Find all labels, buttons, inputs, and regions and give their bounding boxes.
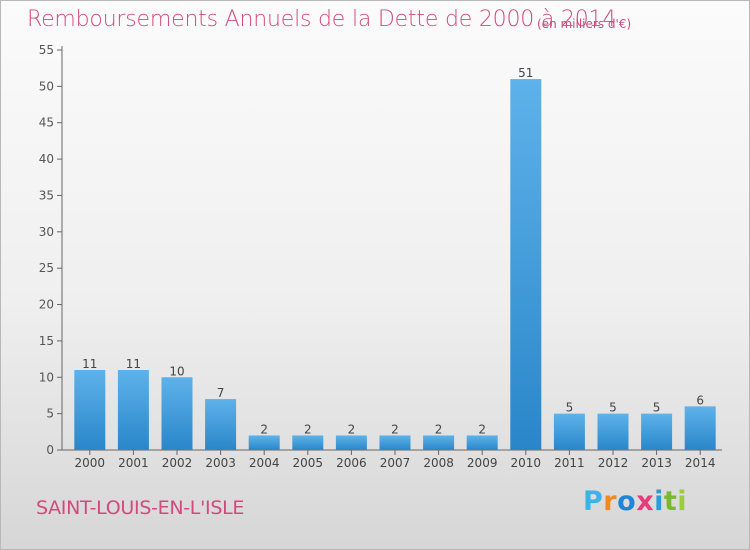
bar — [553, 413, 585, 450]
y-tick-label: 0 — [46, 443, 54, 457]
chart-subtitle: (en milliers d'€) — [537, 17, 632, 31]
logo-letter: P — [583, 486, 604, 517]
chart-bars — [74, 79, 716, 450]
data-label: 2 — [304, 422, 312, 436]
x-tick-label: 2000 — [75, 456, 106, 470]
bar — [292, 435, 324, 450]
data-label: 2 — [478, 422, 486, 436]
x-tick-label: 2005 — [293, 456, 324, 470]
bar — [684, 406, 716, 450]
bar — [641, 413, 673, 450]
x-tick-label: 2013 — [641, 456, 672, 470]
data-label: 5 — [609, 401, 617, 415]
logo-letter: x — [636, 486, 655, 517]
data-label: 6 — [696, 393, 704, 407]
x-tick-label: 2012 — [598, 456, 629, 470]
bar — [117, 370, 149, 450]
bar — [248, 435, 280, 450]
x-tick-label: 2014 — [685, 456, 716, 470]
data-label: 5 — [653, 401, 661, 415]
data-label: 11 — [126, 357, 141, 371]
y-tick-label: 20 — [39, 298, 54, 312]
y-tick-label: 55 — [39, 43, 54, 57]
data-label: 51 — [518, 66, 533, 80]
y-tick-label: 40 — [39, 152, 54, 166]
data-label: 2 — [391, 422, 399, 436]
bar — [74, 370, 106, 450]
bar — [597, 413, 629, 450]
y-tick-label: 35 — [39, 188, 54, 202]
bar — [335, 435, 367, 450]
bar — [510, 79, 542, 450]
data-label: 11 — [82, 357, 97, 371]
chart-labels: 2000 11 2001 11 2002 10 2003 7 2004 2 2005 2 2006 2 20… — [75, 66, 716, 470]
x-tick-label: 2001 — [118, 456, 149, 470]
y-tick-label: 30 — [39, 225, 54, 239]
bar — [205, 399, 237, 450]
bar — [423, 435, 455, 450]
x-tick-label: 2002 — [162, 456, 193, 470]
logo-letter: o — [617, 486, 637, 517]
y-tick-label: 45 — [39, 116, 54, 130]
x-tick-label: 2003 — [205, 456, 236, 470]
location-name: SAINT-LOUIS-EN-L'ISLE — [36, 497, 245, 519]
logo-letter: t — [663, 486, 678, 517]
y-tick-label: 25 — [39, 261, 54, 275]
y-tick-label: 50 — [39, 79, 54, 93]
data-label: 7 — [217, 386, 225, 400]
logo-letter: r — [603, 486, 618, 517]
data-label: 10 — [169, 364, 184, 378]
y-tick-label: 15 — [39, 334, 54, 348]
x-tick-label: 2011 — [554, 456, 585, 470]
bar — [379, 435, 411, 450]
chart-title: Remboursements Annuels de la Dette de 20… — [27, 7, 617, 32]
x-tick-label: 2008 — [423, 456, 454, 470]
bar — [466, 435, 498, 450]
x-tick-label: 2009 — [467, 456, 498, 470]
data-label: 5 — [566, 401, 574, 415]
y-tick-label: 5 — [46, 407, 54, 421]
x-tick-label: 2007 — [380, 456, 411, 470]
x-tick-label: 2004 — [249, 456, 280, 470]
x-tick-label: 2006 — [336, 456, 367, 470]
data-label: 2 — [348, 422, 356, 436]
data-label: 2 — [435, 422, 443, 436]
logo-letter: i — [677, 486, 688, 517]
logo-letter: i — [654, 486, 664, 517]
bar — [161, 377, 193, 450]
x-tick-label: 2010 — [511, 456, 542, 470]
data-label: 2 — [260, 422, 268, 436]
proxiti-logo: Proxiti — [583, 486, 687, 517]
y-tick-label: 10 — [39, 370, 54, 384]
